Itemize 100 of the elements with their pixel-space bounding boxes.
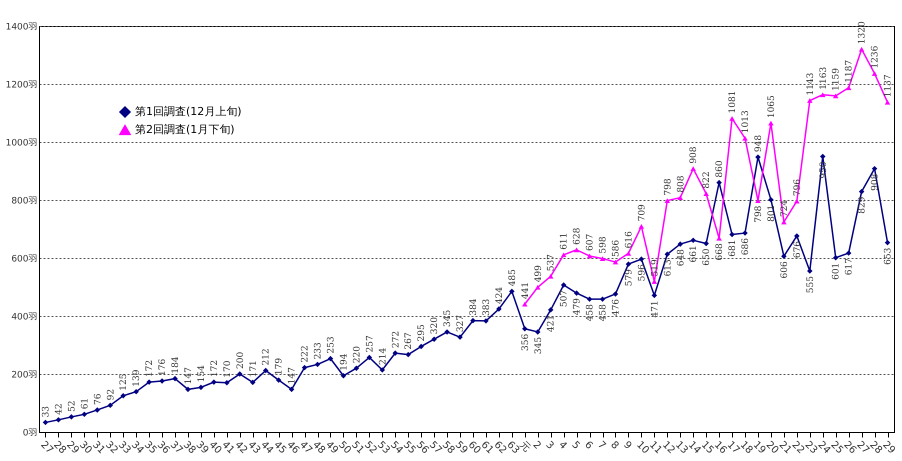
point [858, 46, 864, 52]
data-label: 233 [314, 342, 324, 360]
x-tick-label: 62 [492, 440, 508, 456]
data-label: 950 [818, 161, 829, 179]
data-label: 327 [456, 314, 466, 332]
data-label: 42 [54, 403, 64, 415]
point [612, 260, 618, 264]
x-tick-label: 3 [543, 440, 556, 452]
data-label: 607 [586, 234, 596, 251]
y-tick-label: 1200羽 [6, 80, 38, 90]
x-tick-label: 12 [660, 440, 677, 456]
data-label: 681 [728, 240, 738, 257]
data-label: 200 [236, 352, 246, 369]
data-label: 125 [119, 373, 130, 391]
x-tick-label: 42 [232, 440, 250, 456]
data-label: 1143 [806, 72, 816, 96]
data-label: 171 [248, 360, 259, 378]
data-label: 1187 [844, 60, 855, 83]
data-label: 606 [780, 260, 790, 278]
data-label: 92 [106, 388, 116, 400]
data-label: 948 [754, 134, 764, 152]
data-label: 139 [132, 369, 142, 387]
data-label: 676 [792, 240, 803, 258]
point [574, 248, 580, 252]
data-label: 441 [520, 282, 531, 300]
point [586, 254, 592, 258]
data-label: 1065 [766, 94, 777, 118]
data-label: 628 [572, 227, 583, 245]
data-label: 485 [508, 268, 518, 286]
y-tick-label: 600羽 [11, 254, 38, 264]
data-label: 507 [560, 290, 570, 308]
point [820, 92, 826, 98]
y-tick-label: 200羽 [11, 370, 38, 380]
data-label: 860 [715, 160, 726, 178]
data-label: 458 [586, 304, 596, 322]
data-label: 537 [546, 254, 557, 272]
point [832, 94, 838, 98]
data-label: 586 [611, 240, 622, 258]
data-label: 829 [858, 196, 868, 214]
data-label: 499 [534, 264, 544, 282]
x-tick-label: 8 [608, 440, 620, 452]
data-label: 908 [870, 173, 881, 191]
data-label: 798 [754, 205, 764, 223]
data-label: 555 [806, 276, 816, 294]
y-tick-label: 400羽 [11, 312, 38, 322]
data-label: 212 [262, 348, 272, 366]
data-label: 52 [67, 400, 78, 412]
data-label: 596 [637, 264, 648, 282]
data-label: 267 [404, 332, 414, 350]
data-label: 154 [196, 364, 207, 382]
data-label: 184 [171, 356, 182, 374]
x-tick-label: 7 [595, 440, 608, 452]
data-label: 1013 [741, 110, 752, 134]
y-tick-label: 800羽 [11, 196, 38, 206]
data-label: 194 [339, 353, 350, 371]
y-tick-label: 1400羽 [6, 22, 38, 32]
point [703, 191, 709, 196]
point [664, 198, 670, 203]
x-tick-label: 5 [569, 440, 582, 452]
data-label: 61 [80, 398, 90, 410]
data-label: 179 [274, 358, 285, 376]
data-label: 479 [572, 298, 583, 316]
data-label: 724 [780, 200, 790, 218]
data-label: 601 [832, 262, 842, 280]
x-tick-label: 6 [582, 440, 595, 452]
data-label: 598 [598, 236, 609, 254]
data-label: 295 [417, 324, 428, 342]
data-label: 1137 [884, 74, 894, 98]
data-label: 798 [663, 178, 674, 196]
y-tick-label: 1000羽 [6, 138, 38, 148]
point [600, 256, 606, 261]
data-label: 170 [222, 360, 233, 378]
x-tick-label: 27 [38, 440, 55, 456]
data-label: 421 [546, 314, 557, 332]
data-label: 1081 [728, 90, 738, 114]
point [742, 136, 748, 141]
point [807, 98, 813, 103]
point [872, 71, 878, 76]
data-label: 617 [844, 258, 855, 276]
data-label: 686 [741, 238, 752, 256]
point [638, 224, 644, 229]
data-label: 668 [715, 243, 726, 260]
data-label: 253 [326, 336, 336, 354]
legend-label: 第1回調査(12月上旬) [135, 105, 242, 118]
data-label: 801 [766, 204, 777, 222]
x-tick-label: 10 [634, 440, 651, 456]
data-label: 172 [210, 360, 220, 378]
point [846, 85, 852, 90]
data-label: 808 [676, 175, 686, 193]
point [729, 116, 735, 121]
data-label: 33 [41, 406, 52, 418]
point [690, 166, 696, 172]
data-label: 650 [702, 248, 712, 266]
data-label: 272 [391, 330, 402, 348]
point [768, 120, 774, 126]
data-label: 648 [676, 248, 686, 266]
data-label: 424 [494, 286, 505, 304]
data-label: 320 [430, 316, 440, 334]
data-label: 345 [534, 336, 544, 354]
data-label: 147 [288, 366, 298, 384]
